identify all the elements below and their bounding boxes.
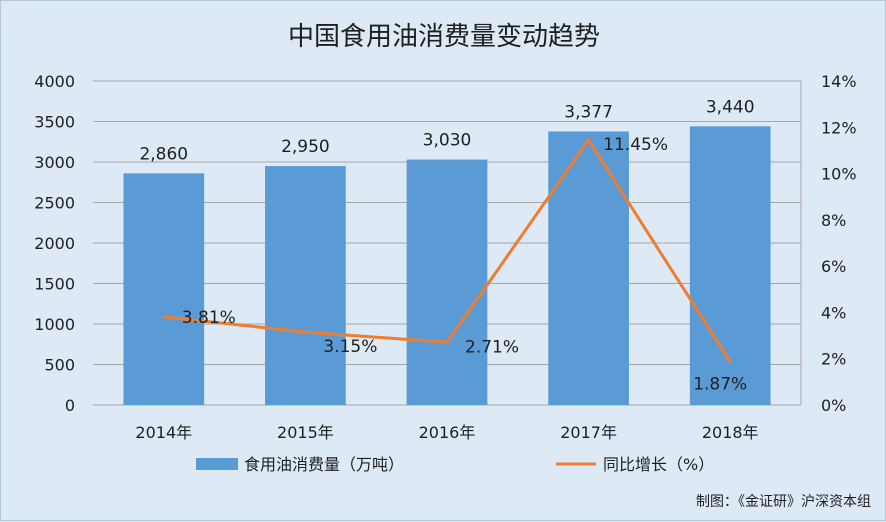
- line-data-label: 3.81%: [182, 308, 236, 328]
- line-point: [162, 315, 166, 319]
- right-tick-label: 10%: [821, 165, 857, 184]
- bar: [689, 126, 771, 406]
- category-axis: 2014年 2015年 2016年 2017年 2018年: [135, 423, 758, 442]
- left-tick-label: 2500: [34, 194, 75, 213]
- right-axis: 0% 2% 4% 6% 8% 10% 12% 14%: [800, 72, 857, 415]
- right-tick-label: 4%: [821, 303, 846, 322]
- bar: [123, 173, 205, 405]
- right-tick-label: 12%: [821, 118, 857, 137]
- chart-title: 中国食用油消费量变动趋势: [288, 22, 600, 52]
- left-axis: 0 500 1000 1500 2000 2500 3000 3500 4000: [34, 72, 75, 415]
- legend-label-consumption: 食用油消费量（万吨）: [244, 455, 404, 474]
- line-data-label: 3.15%: [323, 337, 377, 357]
- line-point: [728, 360, 732, 364]
- bar: [406, 159, 488, 405]
- category-label: 2016年: [419, 423, 476, 442]
- bar-data-label: 3,377: [564, 102, 613, 122]
- bar-data-labels: 2,860 2,950 3,030 3,377 3,440: [139, 97, 754, 164]
- category-label: 2014年: [135, 423, 192, 442]
- bar: [265, 166, 346, 405]
- right-tick-label: 2%: [821, 350, 846, 369]
- line-point: [303, 330, 307, 334]
- left-tick-label: 1500: [34, 275, 75, 294]
- left-tick-label: 3500: [34, 113, 75, 132]
- right-tick-label: 14%: [821, 72, 857, 91]
- right-tick-label: 0%: [821, 396, 846, 415]
- left-tick-label: 2000: [34, 234, 75, 253]
- left-tick-label: 1000: [34, 315, 75, 334]
- line-data-label: 11.45%: [603, 135, 668, 155]
- bar-data-label: 3,440: [706, 97, 755, 117]
- bar-data-label: 2,950: [281, 137, 330, 157]
- left-tick-label: 3000: [34, 153, 75, 172]
- line-point: [587, 138, 591, 142]
- bar-series: [123, 126, 771, 406]
- bar: [548, 131, 629, 405]
- category-label: 2015年: [277, 423, 334, 442]
- legend-swatch-consumption: [196, 458, 238, 470]
- line-data-label: 2.71%: [465, 337, 519, 357]
- category-label: 2018年: [702, 423, 759, 442]
- bar-data-label: 2,860: [139, 144, 188, 164]
- source-note: 制图：《金证研》沪深资本组: [696, 494, 871, 510]
- line-point: [445, 340, 449, 344]
- category-label: 2017年: [560, 423, 617, 442]
- left-tick-label: 4000: [34, 72, 75, 91]
- line-data-label: 1.87%: [693, 375, 747, 395]
- left-tick-label: 0: [65, 396, 75, 415]
- legend: 食用油消费量（万吨） 同比增长（%）: [196, 455, 714, 474]
- line-data-labels: 3.81% 3.15% 2.71% 11.45% 1.87%: [182, 135, 747, 395]
- legend-label-growth: 同比增长（%）: [603, 455, 714, 474]
- line-series: [162, 138, 732, 364]
- right-tick-label: 6%: [821, 257, 846, 276]
- bar-data-label: 3,030: [423, 131, 472, 151]
- right-tick-label: 8%: [821, 211, 846, 230]
- left-tick-label: 500: [44, 356, 75, 375]
